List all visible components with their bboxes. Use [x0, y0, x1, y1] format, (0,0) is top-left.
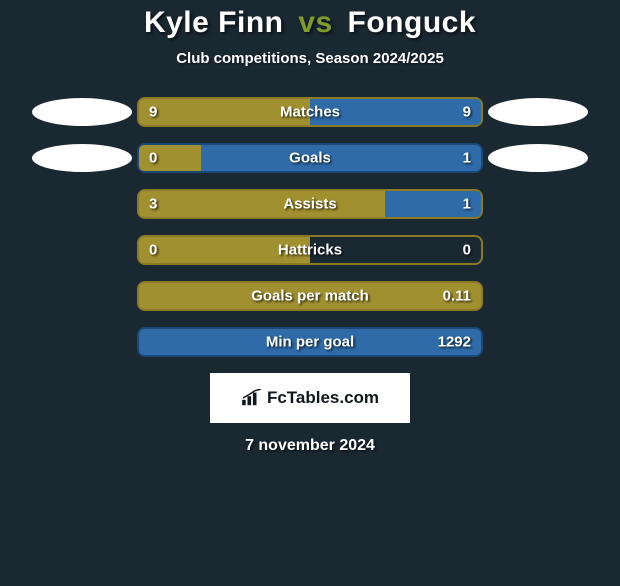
right-deco-slot	[483, 144, 593, 172]
left-value: 0	[149, 150, 157, 167]
stat-bar: Min per goal1292	[137, 327, 483, 357]
left-deco-slot	[27, 144, 137, 172]
logo-text: FcTables.com	[267, 388, 379, 408]
left-value: 3	[149, 196, 157, 213]
stat-bar: Assists31	[137, 189, 483, 219]
stat-row: Assists31	[0, 189, 620, 219]
right-fill	[201, 145, 481, 171]
right-value: 1	[463, 196, 471, 213]
right-fill	[139, 329, 481, 355]
date-label: 7 november 2024	[0, 437, 620, 455]
stat-row: Goals per match0.11	[0, 281, 620, 311]
stat-row: Min per goal1292	[0, 327, 620, 357]
team-placeholder-icon	[32, 98, 132, 126]
chart-icon	[241, 389, 263, 407]
comparison-title: Kyle Finn vs Fonguck	[0, 6, 620, 40]
stat-bar: Matches99	[137, 97, 483, 127]
stat-row: Matches99	[0, 97, 620, 127]
right-fill	[310, 99, 481, 125]
team-placeholder-icon	[488, 98, 588, 126]
right-value: 9	[463, 104, 471, 121]
comparison-chart: Matches99Goals01Assists31Hattricks00Goal…	[0, 97, 620, 357]
team-placeholder-icon	[488, 144, 588, 172]
right-value: 0.11	[443, 288, 471, 305]
fctables-logo: FcTables.com	[210, 373, 410, 423]
player1-name: Kyle Finn	[144, 6, 284, 39]
left-deco-slot	[27, 98, 137, 126]
right-value: 1292	[438, 334, 471, 351]
right-deco-slot	[483, 98, 593, 126]
left-fill	[139, 191, 385, 217]
left-fill	[139, 237, 310, 263]
right-value: 0	[463, 242, 471, 259]
stat-row: Goals01	[0, 143, 620, 173]
stat-bar: Goals01	[137, 143, 483, 173]
subtitle: Club competitions, Season 2024/2025	[0, 50, 620, 67]
left-value: 0	[149, 242, 157, 259]
left-fill	[139, 283, 481, 309]
stat-row: Hattricks00	[0, 235, 620, 265]
stat-bar: Goals per match0.11	[137, 281, 483, 311]
left-fill	[139, 99, 310, 125]
logo-content: FcTables.com	[241, 388, 379, 408]
player2-name: Fonguck	[348, 6, 477, 39]
vs-label: vs	[298, 6, 332, 39]
team-placeholder-icon	[32, 144, 132, 172]
right-value: 1	[463, 150, 471, 167]
left-value: 9	[149, 104, 157, 121]
stat-bar: Hattricks00	[137, 235, 483, 265]
